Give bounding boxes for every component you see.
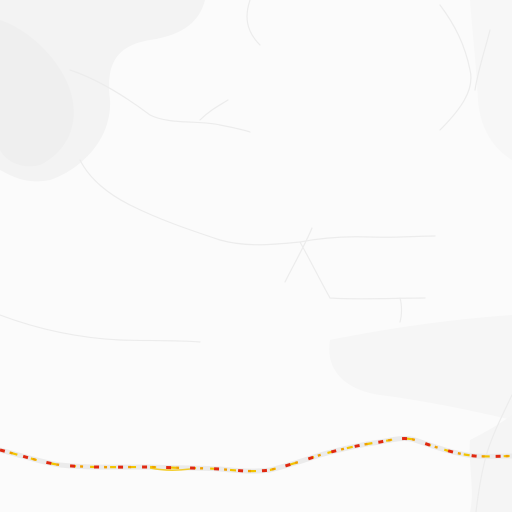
stream <box>69 69 251 133</box>
highway-spur <box>149 467 191 471</box>
hill-shade-southeast <box>469 415 512 512</box>
stream <box>439 4 472 131</box>
hill-shade-east <box>329 315 512 420</box>
highway-dashes-red <box>0 437 512 473</box>
stream <box>299 241 426 300</box>
stream <box>474 29 491 91</box>
stream <box>399 297 403 323</box>
stream <box>246 0 261 46</box>
stream <box>284 227 313 283</box>
hill-shade-northeast <box>470 0 512 160</box>
stream <box>299 235 436 243</box>
highway-route[interactable] <box>0 436 512 474</box>
stream <box>0 314 201 343</box>
stream <box>475 394 512 512</box>
stream <box>79 159 301 246</box>
hill-shade-northwest-inner <box>0 20 74 167</box>
stream <box>199 99 229 121</box>
